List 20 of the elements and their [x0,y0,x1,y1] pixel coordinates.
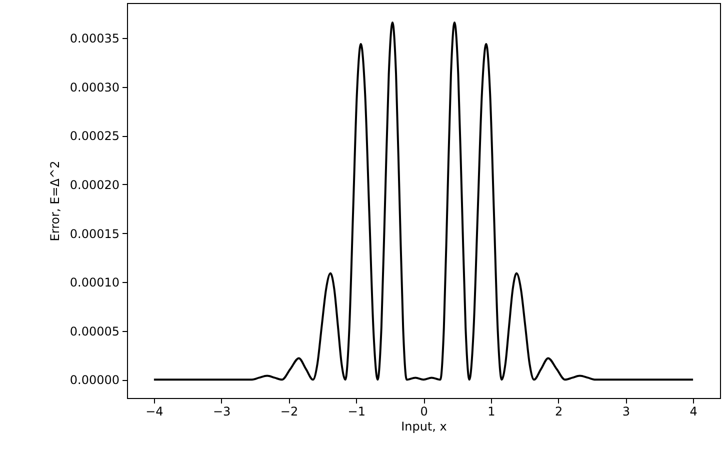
y-axis-title: Error, E=Δ^2 [48,160,62,242]
y-tick-label: 0.00020 [70,178,120,192]
x-tick-label: 4 [690,404,698,418]
x-tick-label: 1 [488,404,496,418]
y-tick-label: 0.00035 [70,32,120,46]
x-tick-label: 2 [554,404,563,418]
x-axis-title: Input, x [401,420,447,434]
x-tick-label: −4 [146,404,164,418]
x-tick-label: −3 [212,404,231,418]
line-series [152,22,694,381]
y-tick-label: 0.00000 [70,373,120,388]
y-tick-label: 0.00030 [70,80,120,94]
x-tick-label: 3 [622,404,630,418]
y-tick-label: 0.00010 [70,276,120,290]
y-tick-label: 0.00015 [70,226,120,241]
y-tick-label: 0.00005 [70,324,120,338]
x-tick-label: −2 [280,404,298,418]
x-tick-label: 0 [420,404,428,418]
y-tick-label: 0.00025 [70,129,120,144]
x-tick-label: −1 [348,404,366,418]
